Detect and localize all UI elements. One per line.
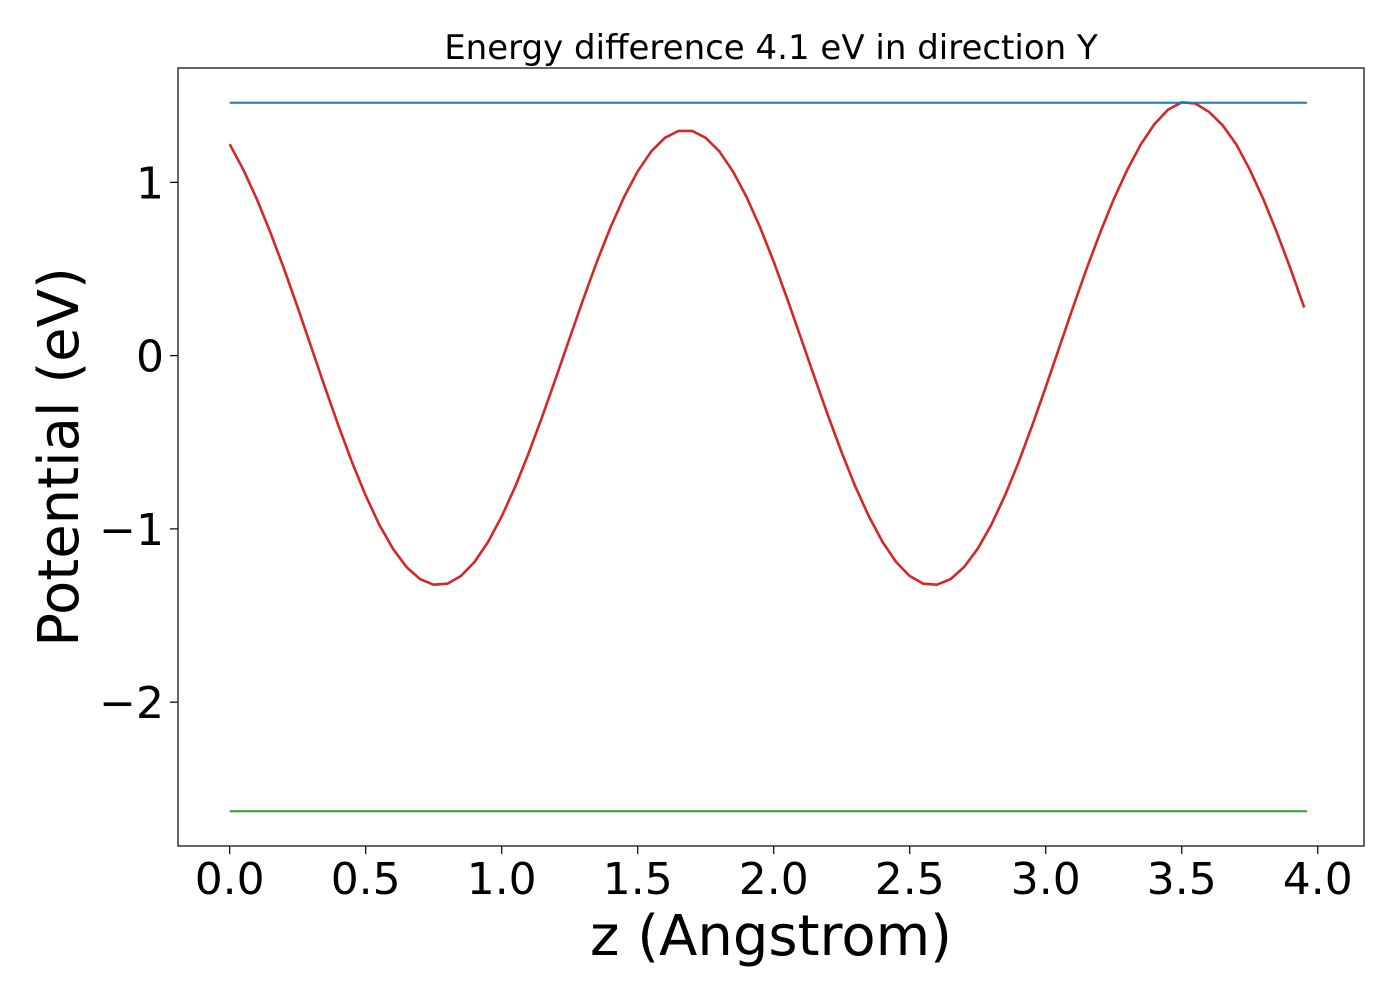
series-layer bbox=[228, 101, 1307, 813]
y-tick-label: 0 bbox=[136, 332, 164, 383]
chart-title: Energy difference 4.1 eV in direction Y bbox=[444, 28, 1098, 68]
x-tick-label: 2.0 bbox=[739, 854, 809, 905]
x-tick-label: 4.0 bbox=[1283, 854, 1353, 905]
x-tick-label: 2.5 bbox=[875, 854, 945, 905]
y-tick-label: 1 bbox=[136, 158, 164, 209]
plot-frame bbox=[177, 67, 1365, 847]
x-tick-label: 0.0 bbox=[195, 854, 265, 905]
x-tick-label: 3.0 bbox=[1011, 854, 1081, 905]
y-tick-label: −1 bbox=[99, 505, 164, 556]
x-tick-label: 1.0 bbox=[467, 854, 537, 905]
y-tick-label: −2 bbox=[99, 678, 164, 729]
x-axis: 0.0 0.5 1.0 1.5 2.0 2.5 3.0 3.5 4.0 bbox=[195, 846, 1353, 905]
x-tick-label: 1.5 bbox=[603, 854, 673, 905]
series-line-0 bbox=[228, 101, 1306, 587]
x-tick-label: 0.5 bbox=[331, 854, 401, 905]
x-axis-title: z (Angstrom) bbox=[590, 904, 952, 969]
y-axis: 1 0 −1 −2 bbox=[99, 158, 178, 729]
y-axis-title: Potential (eV) bbox=[27, 267, 92, 647]
x-tick-label: 3.5 bbox=[1147, 854, 1217, 905]
